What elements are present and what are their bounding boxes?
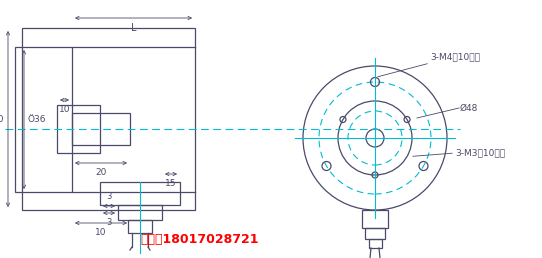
Text: Ö36: Ö36 bbox=[28, 115, 47, 124]
Text: 10: 10 bbox=[95, 228, 107, 237]
Bar bbox=[128, 220, 152, 233]
Bar bbox=[365, 228, 385, 239]
Text: 3: 3 bbox=[106, 218, 112, 227]
Bar bbox=[369, 239, 382, 248]
Text: 3-M4深10均布: 3-M4深10均布 bbox=[430, 52, 480, 61]
Text: Ø48: Ø48 bbox=[460, 103, 479, 112]
Bar bbox=[362, 210, 388, 228]
Text: 3-M3深10均布: 3-M3深10均布 bbox=[455, 149, 505, 157]
Bar bbox=[15, 47, 72, 192]
Text: 10: 10 bbox=[59, 105, 70, 114]
Bar bbox=[100, 182, 180, 205]
Text: 3: 3 bbox=[106, 192, 112, 201]
Text: L: L bbox=[131, 23, 136, 33]
Text: 20: 20 bbox=[95, 168, 107, 177]
Bar bbox=[118, 205, 162, 220]
Bar bbox=[57, 105, 100, 153]
Text: 手机：18017028721: 手机：18017028721 bbox=[141, 233, 259, 246]
Bar bbox=[22, 28, 195, 210]
Bar bbox=[72, 113, 130, 145]
Text: 15: 15 bbox=[165, 179, 177, 188]
Text: Ö60: Ö60 bbox=[0, 115, 4, 124]
